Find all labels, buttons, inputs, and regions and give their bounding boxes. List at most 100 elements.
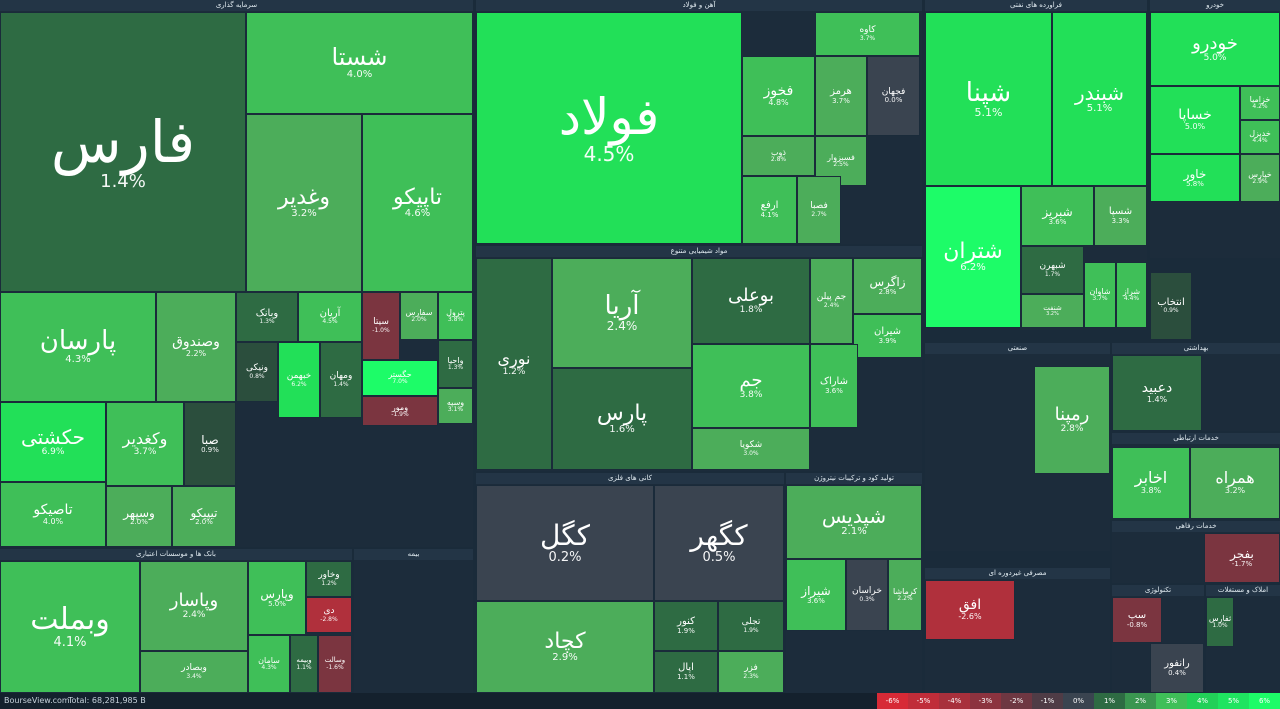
stock-tile[interactable]: شاوان 3.7% — [1084, 262, 1116, 328]
sector-title[interactable]: صنعتی — [925, 343, 1110, 354]
stock-tile[interactable]: شبریز 3.6% — [1021, 186, 1094, 246]
stock-tile[interactable]: رانفور 0.4% — [1150, 643, 1204, 693]
stock-tile[interactable]: اخابر 3.8% — [1112, 447, 1190, 519]
stock-tile[interactable]: شیران 3.9% — [853, 314, 922, 358]
stock-tile[interactable]: وسپه 3.1% — [438, 388, 473, 424]
stock-tile[interactable]: ونیکی 0.8% — [236, 342, 278, 402]
stock-tile[interactable]: کچاد 2.9% — [476, 601, 654, 693]
stock-tile[interactable]: خدیزل 4.4% — [1240, 120, 1280, 154]
stock-tile[interactable]: ومهان 1.4% — [320, 342, 362, 418]
sector-title[interactable]: بانک ها و موسسات اعتباری — [0, 549, 352, 560]
sector-title[interactable]: سرمایه گذاری — [0, 0, 473, 11]
stock-tile[interactable]: ومور -1.9% — [362, 396, 438, 426]
stock-tile[interactable]: شتران 6.2% — [925, 186, 1021, 328]
stock-tile[interactable]: حکشتی 6.9% — [0, 402, 106, 482]
stock-tile[interactable]: فولاد 4.5% — [476, 12, 742, 244]
stock-tile[interactable]: تاپیکو 4.6% — [362, 114, 473, 292]
stock-tile[interactable]: بوعلی 1.8% — [692, 258, 810, 344]
sector-title[interactable]: مصرفی غیردوره ای — [925, 568, 1110, 579]
stock-tile[interactable]: وپاسار 2.4% — [140, 561, 248, 651]
stock-tile[interactable]: افق -2.6% — [925, 580, 1015, 640]
stock-tile[interactable]: شبهرن 1.7% — [1021, 246, 1084, 294]
stock-tile[interactable]: کنور 1.9% — [654, 601, 718, 651]
stock-tile[interactable]: فزر 2.3% — [718, 651, 784, 693]
stock-tile[interactable]: دی -2.8% — [306, 597, 352, 633]
stock-tile[interactable]: کاوه 3.7% — [815, 12, 920, 56]
stock-tile[interactable]: واحیا 1.3% — [438, 340, 473, 388]
stock-tile[interactable]: وکغدیر 3.7% — [106, 402, 184, 486]
stock-tile[interactable]: خراسان 0.3% — [846, 559, 888, 631]
stock-tile[interactable]: وغدیر 3.2% — [246, 114, 362, 292]
sector-title[interactable]: تولید کود و ترکیبات نیتروژن — [786, 473, 922, 484]
sector-title[interactable]: کانی های فلزی — [476, 473, 784, 484]
stock-tile[interactable]: خبهمن 6.2% — [278, 342, 320, 418]
stock-tile[interactable]: سامان 4.3% — [248, 635, 290, 693]
stock-tile[interactable]: شپدیس 2.1% — [786, 485, 922, 559]
stock-tile[interactable]: وبصادر 3.4% — [140, 651, 248, 693]
stock-tile[interactable]: کگهر 0.5% — [654, 485, 784, 601]
sector-title[interactable]: تکنولوژی — [1112, 585, 1204, 596]
stock-tile[interactable]: دعبید 1.4% — [1112, 355, 1202, 431]
stock-tile[interactable]: جم 3.8% — [692, 344, 810, 428]
stock-tile[interactable]: تجلی 1.9% — [718, 601, 784, 651]
stock-tile[interactable]: خودرو 5.0% — [1150, 12, 1280, 86]
stock-tile[interactable]: خپارس 2.9% — [1240, 154, 1280, 202]
sector-title[interactable]: بیمه — [354, 549, 473, 560]
stock-tile[interactable]: آریا 2.4% — [552, 258, 692, 368]
stock-tile[interactable]: شنفت 3.2% — [1021, 294, 1084, 328]
stock-tile[interactable]: شستا 4.0% — [246, 12, 473, 114]
stock-tile[interactable]: فجهان 0.0% — [867, 56, 920, 136]
sector-title[interactable]: بهداشتی — [1112, 343, 1280, 354]
stock-tile[interactable]: ارفع 4.1% — [742, 176, 797, 244]
stock-tile[interactable]: رمپنا 2.8% — [1034, 366, 1110, 474]
stock-tile[interactable]: خساپا 5.0% — [1150, 86, 1240, 154]
stock-tile[interactable]: زاگرس 2.8% — [853, 258, 922, 314]
brand-label[interactable]: BourseView.com — [4, 696, 70, 705]
stock-tile[interactable]: تیپیکو 2.0% — [172, 486, 236, 547]
sector-title[interactable]: خدمات رفاهی — [1112, 521, 1280, 532]
stock-tile[interactable]: تاصیکو 4.0% — [0, 482, 106, 547]
stock-tile[interactable]: جم پیلن 2.4% — [810, 258, 853, 344]
stock-tile[interactable]: وسالت -1.6% — [318, 635, 352, 693]
sector-title[interactable]: خدمات ارتباطی — [1112, 433, 1280, 444]
stock-tile[interactable]: اپال 1.1% — [654, 651, 718, 693]
stock-tile[interactable]: شپنا 5.1% — [925, 12, 1052, 186]
stock-tile[interactable]: کرماشا 2.2% — [888, 559, 922, 631]
stock-tile[interactable]: وبیمه 1.1% — [290, 635, 318, 693]
stock-tile[interactable]: وخاور 1.2% — [306, 561, 352, 597]
stock-tile[interactable]: وسپهر 2.0% — [106, 486, 172, 547]
stock-tile[interactable]: سفارس 2.0% — [400, 292, 438, 340]
stock-tile[interactable]: فخوز 4.8% — [742, 56, 815, 136]
stock-tile[interactable]: شسپا 3.3% — [1094, 186, 1147, 246]
sector-title[interactable]: خودرو — [1150, 0, 1280, 11]
stock-tile[interactable]: آریان 4.5% — [298, 292, 362, 342]
stock-tile[interactable]: شکویا 3.0% — [692, 428, 810, 470]
stock-tile[interactable]: فصبا 2.7% — [797, 176, 841, 244]
stock-tile[interactable]: هرمز 3.7% — [815, 56, 867, 136]
stock-tile[interactable]: ذوب 2.8% — [742, 136, 815, 176]
sector-title[interactable]: فراورده های نفتی — [925, 0, 1147, 11]
stock-tile[interactable]: فارس 1.4% — [0, 12, 246, 292]
stock-tile[interactable]: وپارس 5.0% — [248, 561, 306, 635]
stock-tile[interactable]: پارس 1.6% — [552, 368, 692, 470]
stock-tile[interactable]: ثفارس 1.0% — [1206, 597, 1234, 647]
stock-tile[interactable]: بفجر -1.7% — [1204, 533, 1280, 583]
stock-tile[interactable]: همراه 3.2% — [1190, 447, 1280, 519]
stock-tile[interactable]: شاراک 3.6% — [810, 344, 858, 428]
stock-tile[interactable]: شبندر 5.1% — [1052, 12, 1147, 186]
stock-tile[interactable]: نوری 1.2% — [476, 258, 552, 470]
stock-tile[interactable]: خزامیا 4.2% — [1240, 86, 1280, 120]
stock-tile[interactable]: شراز 4.4% — [1116, 262, 1147, 328]
sector-title[interactable]: املاک و مستغلات — [1206, 585, 1280, 596]
stock-tile[interactable]: سپ -0.8% — [1112, 597, 1162, 643]
sector-title[interactable]: آهن و فولاد — [476, 0, 922, 11]
stock-tile[interactable]: حگستر 7.0% — [362, 360, 438, 396]
stock-tile[interactable]: وصندوق 2.2% — [156, 292, 236, 402]
stock-tile[interactable]: خاور 5.8% — [1150, 154, 1240, 202]
sector-title[interactable]: مواد شیمیایی متنوع — [476, 246, 922, 257]
stock-tile[interactable]: پترول 3.8% — [438, 292, 473, 340]
stock-tile[interactable]: پارسان 4.3% — [0, 292, 156, 402]
stock-tile[interactable]: انتخاب 0.9% — [1150, 272, 1192, 340]
stock-tile[interactable]: وبانک 1.3% — [236, 292, 298, 342]
stock-tile[interactable]: کگل 0.2% — [476, 485, 654, 601]
